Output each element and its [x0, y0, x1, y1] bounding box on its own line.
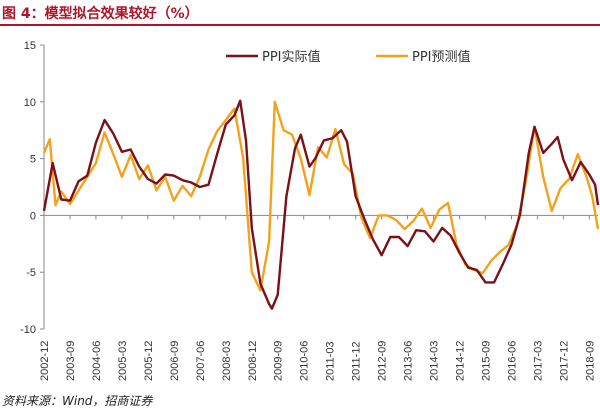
x-tick-label: 2005-03: [117, 341, 129, 381]
y-tick-label: 5: [30, 154, 36, 166]
legend-label: PPI实际值: [262, 49, 321, 65]
title-divider: [0, 24, 600, 26]
legend-label: PPI预测值: [412, 49, 471, 65]
figure-title: 图 4：模型拟合效果较好（%）: [2, 6, 199, 22]
x-tick-label: 2018-09: [584, 341, 596, 381]
x-tick-label: 2015-09: [480, 341, 492, 381]
x-tick-label: 2002-12: [39, 341, 51, 381]
x-tick-label: 2004-06: [91, 341, 103, 381]
x-tick-label: 2007-06: [195, 341, 207, 381]
x-tick-label: 2012-09: [377, 341, 389, 381]
series-line: [42, 99, 600, 310]
x-tick-label: 2011-12: [351, 341, 363, 381]
x-tick-label: 2010-06: [299, 341, 311, 381]
x-tick-label: 2014-03: [429, 341, 441, 381]
x-tick-label: 2006-09: [169, 341, 181, 381]
x-tick-label: 2014-12: [455, 341, 467, 381]
x-tick-label: 2003-09: [65, 341, 77, 381]
series-layer: [42, 99, 600, 310]
x-tick-label: 2009-09: [273, 341, 285, 381]
x-tick-label: 2005-12: [143, 341, 155, 381]
series-line: [42, 100, 600, 292]
x-tick-label: 2013-06: [403, 341, 415, 381]
x-tick-label: 2008-12: [247, 341, 259, 381]
x-tick-label: 2017-03: [532, 341, 544, 381]
x-tick-label: 2016-06: [506, 341, 518, 381]
x-tick-label: 2011-03: [325, 341, 337, 381]
x-tick-label: 2008-03: [221, 341, 233, 381]
legend: PPI实际值 PPI预测值: [226, 49, 471, 65]
y-tick-label: -5: [26, 267, 36, 279]
source-note: 资料来源：Wind，招商证券: [2, 394, 153, 408]
y-tick-label: -10: [20, 324, 36, 336]
x-tick-label: 2017-12: [558, 341, 570, 381]
x-axis: 2002-12 2003-09 2004-06 2005-03 2005-12 2006-…: [39, 214, 598, 381]
y-axis: -10 -5 0 5 10 15: [20, 40, 45, 336]
line-chart: -10 -5 0 5 10 15 2002-12 2003-09 2004-06 2005-03…: [20, 40, 600, 381]
y-tick-label: 0: [30, 210, 36, 222]
y-tick-label: 15: [24, 40, 36, 52]
y-tick-label: 10: [24, 97, 36, 109]
